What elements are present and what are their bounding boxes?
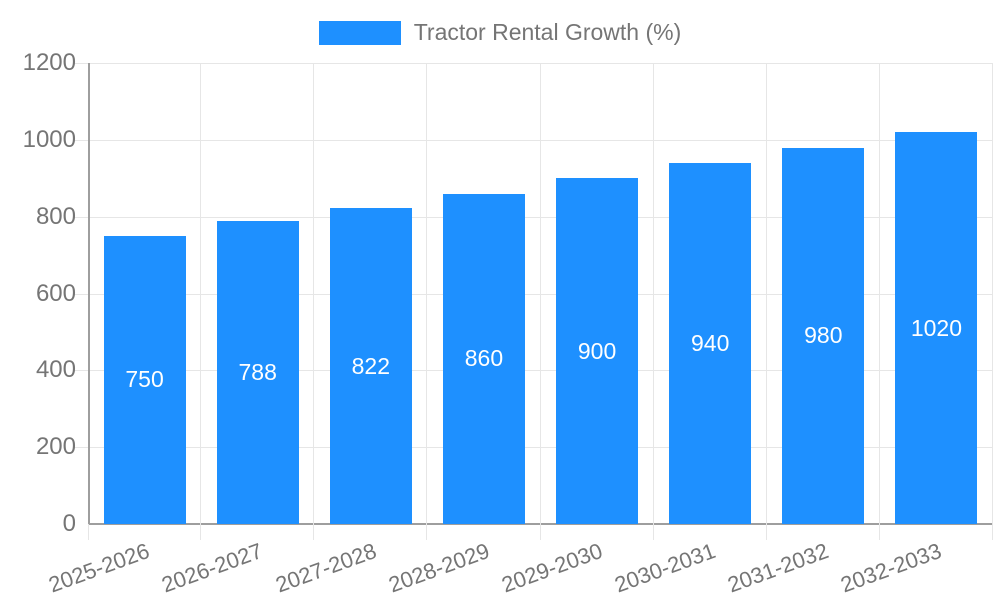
v-gridline	[879, 63, 880, 524]
legend[interactable]: Tractor Rental Growth (%)	[0, 19, 1000, 46]
y-tick-label: 0	[62, 510, 76, 537]
x-tick-label: 2032-2033	[837, 538, 945, 598]
h-gridline	[75, 447, 993, 448]
x-tick-label: 2031-2032	[724, 538, 832, 598]
x-tick-label: 2027-2028	[271, 538, 380, 598]
bar[interactable]: 980	[782, 147, 865, 524]
x-axis-tick	[88, 524, 89, 540]
bar-value-label: 940	[691, 329, 730, 356]
y-axis-labels: 0 200 400 600 800 1000 1200	[0, 49, 76, 537]
bar[interactable]: 1020	[895, 132, 978, 524]
x-axis-tick	[540, 524, 541, 540]
h-gridline	[75, 294, 993, 295]
bar[interactable]: 860	[442, 193, 525, 524]
bar-value-label: 822	[351, 352, 390, 379]
bar[interactable]: 900	[556, 178, 639, 524]
x-axis-labels: 2025-2026 2026-2027 2027-2028 2028-2029 2029…	[46, 524, 993, 600]
y-tick-label: 600	[35, 279, 76, 307]
plot-area: 750 788 822 860 900 940 980 1020	[75, 63, 993, 540]
bar[interactable]: 750	[103, 235, 186, 524]
x-tick-label: 2026-2027	[158, 538, 267, 598]
v-gridline	[540, 63, 541, 524]
bar-value-label: 788	[238, 359, 277, 386]
v-gridline	[313, 63, 314, 524]
bar[interactable]: 940	[669, 162, 752, 524]
v-gridline	[653, 63, 654, 524]
x-axis-tick	[426, 524, 427, 540]
y-tick-label: 400	[35, 356, 76, 384]
y-tick-label: 1200	[22, 49, 76, 76]
bar-value-label: 980	[804, 322, 843, 349]
x-axis-tick	[313, 524, 314, 540]
v-gridline	[766, 63, 767, 524]
bar-value-label: 860	[464, 345, 504, 372]
x-axis-tick	[992, 524, 993, 540]
x-axis-tick	[653, 524, 654, 540]
h-gridline	[75, 370, 993, 371]
bar[interactable]: 788	[216, 221, 299, 524]
y-tick-label: 1000	[22, 125, 76, 153]
x-tick-label: 2028-2029	[385, 538, 493, 598]
legend-label: Tractor Rental Growth (%)	[413, 19, 682, 45]
legend-swatch[interactable]	[318, 20, 401, 45]
h-gridline	[75, 217, 993, 218]
h-gridline	[75, 140, 993, 141]
bar-value-label: 1020	[910, 314, 963, 341]
x-tick-label: 2025-2026	[45, 538, 154, 598]
bar[interactable]: 822	[329, 208, 412, 524]
x-axis-tick	[879, 524, 880, 540]
v-gridline	[426, 63, 427, 524]
y-tick-label: 200	[35, 433, 76, 461]
bar-value-label: 900	[577, 337, 617, 364]
v-gridline	[200, 63, 201, 524]
x-axis-tick	[200, 524, 201, 540]
x-tick-label: 2030-2031	[611, 538, 719, 598]
h-gridline	[75, 63, 993, 64]
y-axis-line	[88, 63, 90, 524]
y-tick-label: 800	[35, 202, 76, 230]
x-axis-tick	[766, 524, 767, 540]
v-gridline	[992, 63, 993, 524]
bar-value-label: 750	[125, 366, 164, 393]
x-tick-label: 2029-2030	[498, 538, 606, 598]
